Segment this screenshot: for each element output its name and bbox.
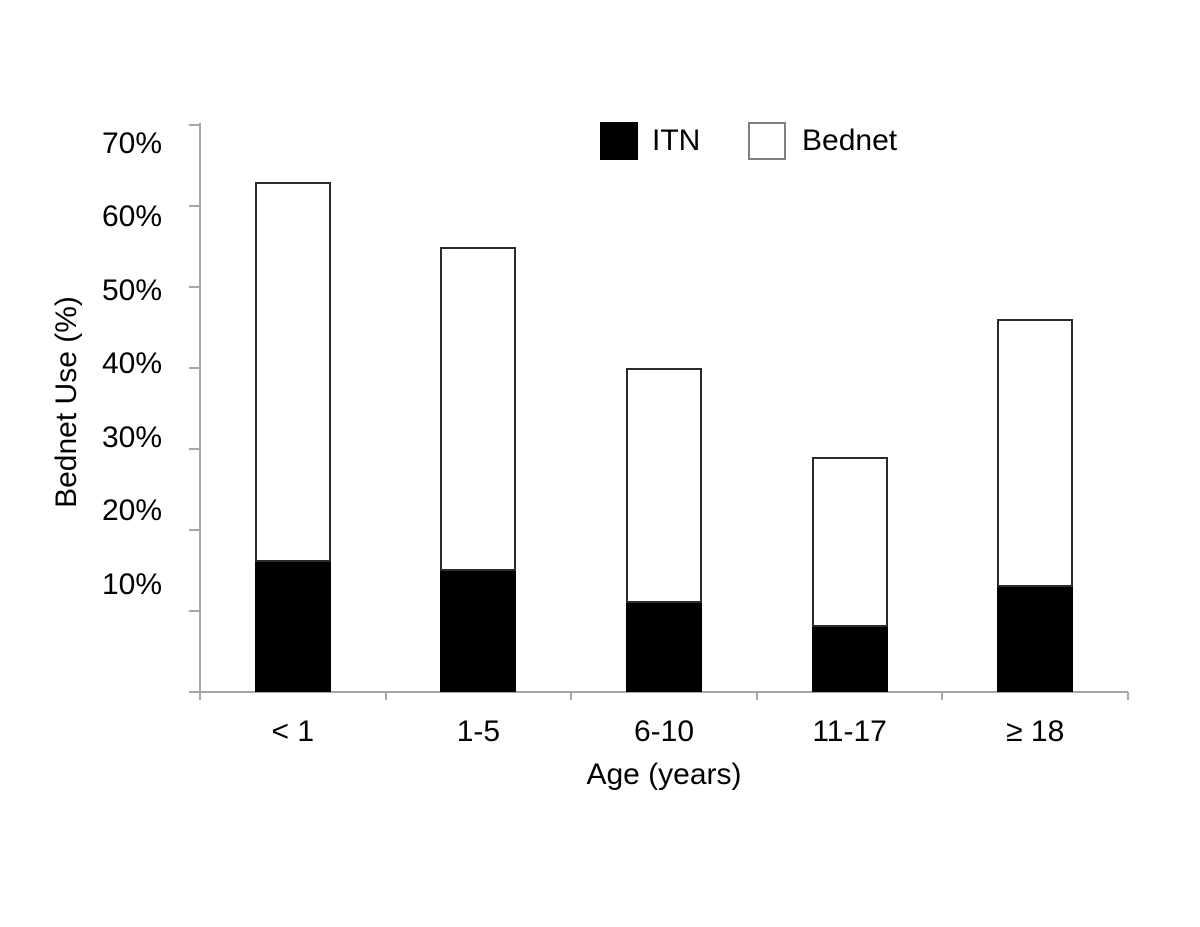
x-tick	[384, 692, 387, 700]
x-category-label: 6-10	[633, 715, 695, 748]
x-tick	[570, 692, 573, 700]
y-tick-label: 50%	[101, 273, 162, 307]
y-tick-label: 60%	[101, 200, 162, 233]
x-axis-line	[189, 691, 1128, 693]
x-category-label: 1-5	[456, 715, 501, 748]
legend-label-itn: ITN	[652, 124, 701, 157]
x-category-label: 11-17	[812, 715, 887, 748]
x-tick	[199, 692, 201, 700]
bar-segment-bednet	[811, 457, 888, 628]
y-tick-label: 20%	[101, 494, 162, 527]
x-axis-title: Age (years)	[586, 758, 742, 791]
y-tick	[189, 610, 200, 612]
bar-segment-bednet	[440, 246, 517, 571]
y-tick	[189, 124, 200, 126]
y-tick	[189, 286, 200, 288]
x-category-label: < 1	[271, 715, 315, 748]
y-tick	[189, 367, 200, 369]
bar-segment-itn	[626, 602, 702, 692]
bar-segment-itn	[254, 562, 331, 692]
y-tick-label: 70%	[101, 126, 162, 160]
y-tick	[189, 529, 200, 531]
bar-segment-bednet	[997, 319, 1074, 587]
x-tick	[1127, 692, 1129, 700]
x-tick	[755, 692, 758, 700]
y-tick-label: 10%	[101, 567, 162, 601]
y-axis-line	[199, 123, 201, 700]
y-tick	[189, 448, 200, 450]
bar-segment-itn	[811, 627, 888, 692]
legend-swatch-bednet	[748, 122, 786, 160]
legend-swatch-itn	[600, 122, 638, 160]
bar-segment-itn	[440, 570, 517, 692]
y-tick-label: 30%	[101, 420, 162, 454]
y-tick-label: 40%	[101, 347, 162, 380]
bar-segment-bednet	[254, 181, 331, 563]
bar-segment-bednet	[626, 368, 702, 603]
x-category-label: ≥ 18	[1006, 715, 1065, 748]
x-tick	[941, 692, 944, 700]
bar-segment-itn	[997, 586, 1074, 692]
y-tick	[189, 205, 200, 207]
legend-label-bednet: Bednet	[802, 124, 898, 157]
